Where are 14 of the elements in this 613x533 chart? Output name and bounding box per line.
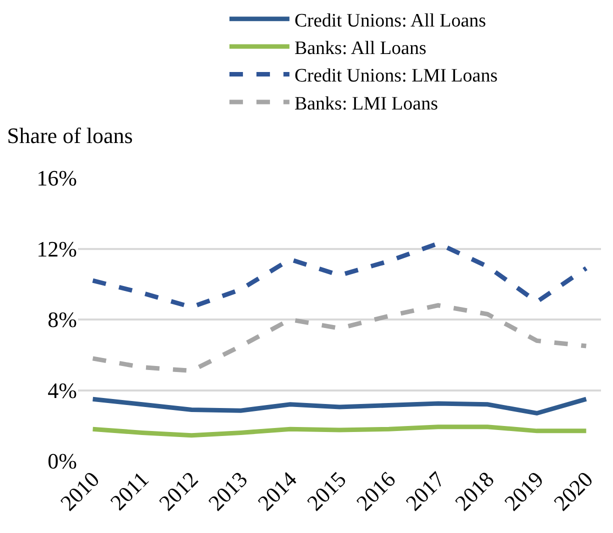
y-tick-label: 0% [48,448,77,474]
legend-label: Credit Unions: All Loans [294,10,486,32]
line-series [90,241,588,310]
legend-label: Credit Unions: LMI Loans [294,66,498,87]
y-tick-label: 8% [48,307,77,332]
legend-label: Banks: All Loans [294,38,426,59]
line-series [90,424,588,438]
line-series [90,303,588,374]
y-tick-label: 16% [36,166,77,191]
y-tick-label: 12% [36,236,77,262]
legend-label: Banks: LMI Loans [294,93,438,114]
y-axis-title: Share of loans [7,123,133,148]
line-series [90,396,588,416]
y-tick-label: 4% [48,378,77,403]
